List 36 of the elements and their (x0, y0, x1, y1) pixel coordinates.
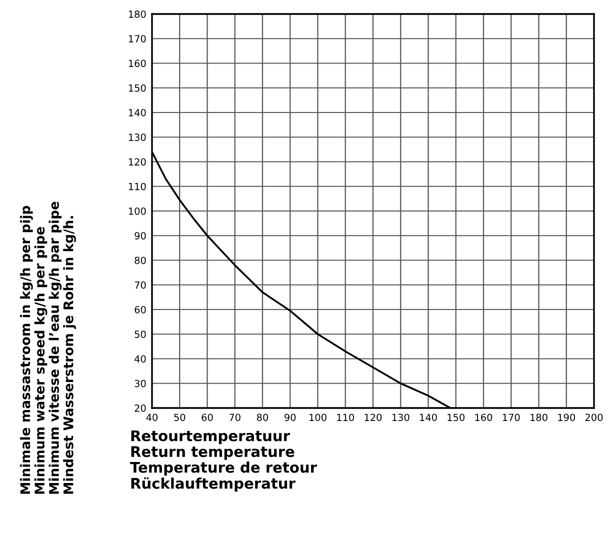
y-tick-label: 70 (134, 281, 146, 289)
y-tick-label: 140 (128, 108, 146, 116)
x-tick-label: 40 (146, 414, 158, 422)
x-tick-label: 80 (256, 414, 268, 422)
x-tick-label: 60 (202, 414, 213, 422)
y-tick-label: 40 (134, 355, 146, 363)
y-tick-label: 170 (128, 35, 146, 42)
y-tick-label: 50 (134, 330, 146, 338)
x-tick-label: 100 (310, 414, 326, 422)
y-tick-label: 100 (128, 207, 146, 215)
x-tick-label: 120 (364, 414, 382, 422)
x-tick-label: 70 (229, 414, 240, 422)
x-tick-label: 140 (420, 414, 437, 422)
x-tick-label: 110 (337, 414, 354, 422)
y-tick-label: 20 (134, 404, 146, 412)
x-tick-label: 130 (392, 414, 410, 422)
x-tick-label: 90 (284, 414, 296, 422)
x-tick-label: 160 (475, 414, 492, 422)
x-tick-label: 170 (502, 414, 520, 422)
x-tick-label: 50 (174, 414, 186, 422)
y-tick-label: 80 (134, 256, 146, 264)
y-tick-label: 180 (128, 10, 146, 18)
y-tick-label: 60 (134, 306, 146, 314)
y-tick-label: 30 (134, 380, 146, 388)
x-tick-label: 200 (585, 414, 603, 422)
y-tick-label: 90 (134, 232, 146, 240)
y-tick-label: 160 (128, 60, 146, 68)
y-tick-label: 130 (128, 134, 146, 141)
y-tick-label: 110 (128, 182, 146, 190)
x-axis-title: Retourtemperatuur Return temperature Temperature de retour Rücklauftemperatur (130, 430, 317, 492)
y-axis-title: Minimale massastroom in kg/h per pijp Minimum water speed kg/h per pipe Minimum vitesse de l’eau kg/h par pipe Mindest Wasserstrom je Rohr in kg/h. (20, 202, 76, 494)
y-tick-label: 120 (128, 158, 146, 166)
x-tick-label: 190 (558, 414, 576, 422)
x-tick-label: 150 (448, 414, 465, 422)
y-tick-label: 150 (128, 84, 146, 92)
x-tick-label: 180 (530, 414, 548, 422)
